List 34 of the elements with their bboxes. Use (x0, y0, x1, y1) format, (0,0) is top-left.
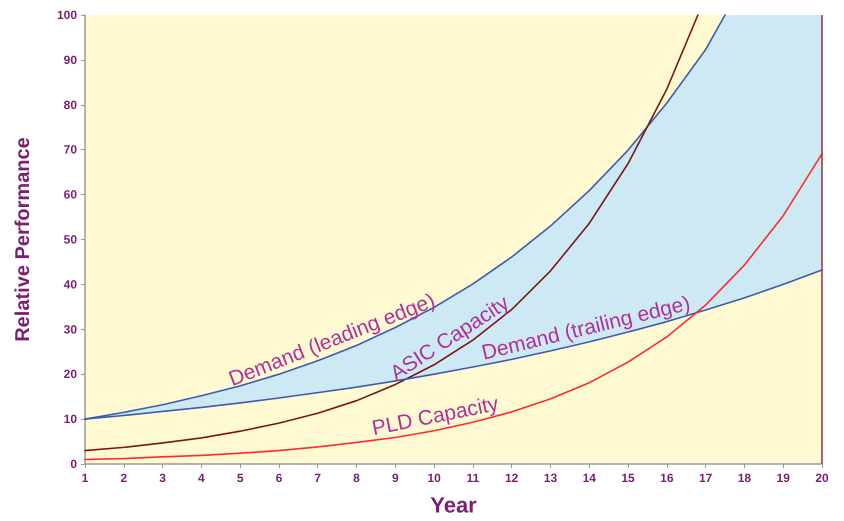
x-tick-label: 1 (82, 471, 89, 485)
x-axis-title: Year (430, 492, 478, 518)
x-tick-label: 7 (314, 471, 322, 485)
x-tick-label: 3 (159, 471, 166, 485)
text: PLD Capacity (370, 392, 501, 440)
x-tick-label: 5 (236, 471, 244, 485)
x-tick-label: 2 (120, 471, 128, 485)
y-tick-label: 30 (64, 322, 78, 336)
y-tick-label: 50 (64, 232, 78, 246)
y-axis-title: Relative Performance (12, 137, 34, 342)
y-tick-label: 70 (64, 142, 78, 157)
y-tick-label: 10 (64, 412, 78, 426)
x-tick-label: 10 (427, 471, 442, 485)
x-tick-label: 19 (776, 471, 790, 485)
x-tick-label: 17 (698, 471, 713, 485)
x-tick-label: 12 (505, 471, 519, 485)
y-tick-label: 80 (64, 98, 78, 112)
x-tick-label: 4 (198, 471, 206, 485)
x-tick-label: 18 (738, 471, 752, 485)
y-tick-label: 100 (56, 8, 78, 22)
x-tick-label: 14 (582, 471, 596, 485)
x-tick-label: 6 (276, 471, 283, 485)
x-tick-label: 11 (466, 471, 480, 485)
x-tick-label: 15 (621, 471, 636, 485)
x-tick-label: 16 (660, 471, 674, 485)
y-tick-label: 0 (70, 457, 78, 471)
y-tick-label: 20 (64, 367, 78, 382)
x-tick-label: 13 (544, 471, 558, 485)
y-tick-label: 60 (64, 188, 78, 202)
x-tick-label: 9 (392, 471, 399, 485)
x-tick-label: 20 (815, 471, 829, 485)
x-tick-label: 8 (353, 471, 360, 485)
y-tick-label: 90 (64, 52, 78, 67)
y-tick-label: 40 (64, 277, 78, 292)
